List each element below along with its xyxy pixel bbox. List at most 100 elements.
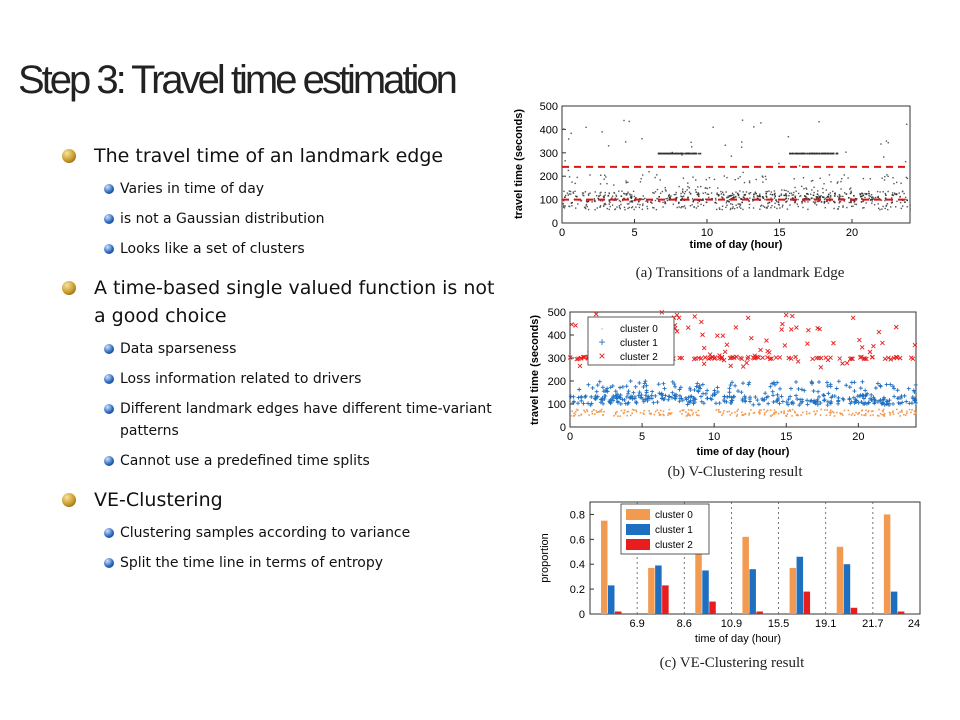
scatter-point <box>574 190 576 193</box>
scatter-point <box>568 190 571 192</box>
scatter-point <box>785 193 787 195</box>
scatter-point <box>834 201 836 204</box>
scatter-point <box>751 402 756 407</box>
scatter-point <box>881 208 883 210</box>
scatter-point <box>682 409 685 412</box>
scatter-point <box>760 205 762 207</box>
scatter-point <box>704 198 707 200</box>
scatter-point <box>805 341 810 347</box>
scatter-point <box>760 122 762 124</box>
scatter-point <box>825 384 830 389</box>
scatter-point <box>753 193 755 196</box>
scatter-point <box>661 152 664 155</box>
scatter-point <box>678 185 680 188</box>
scatter-point <box>593 311 599 317</box>
scatter-point <box>777 401 782 406</box>
y-tick-label: 0 <box>560 422 566 434</box>
scatter-point <box>776 200 778 203</box>
scatter-point <box>628 203 630 205</box>
scatter-point <box>783 410 785 412</box>
scatter-point <box>696 414 698 416</box>
scatter-point <box>608 203 610 205</box>
scatter-point <box>741 201 743 204</box>
scatter-point <box>592 396 597 401</box>
scatter-point <box>564 196 566 199</box>
scatter-point <box>626 411 629 413</box>
scatter-point <box>583 409 585 412</box>
scatter-point <box>583 195 585 197</box>
scatter-point <box>809 380 814 385</box>
scatter-point <box>767 202 769 205</box>
scatter-point <box>890 197 893 199</box>
scatter-point <box>773 413 776 415</box>
scatter-point <box>872 400 877 405</box>
scatter-point <box>675 152 677 155</box>
bullet-text: A time-based single valued function is n… <box>94 277 495 327</box>
scatter-point <box>634 399 639 404</box>
scatter-point <box>795 397 800 402</box>
scatter-point <box>712 392 717 397</box>
scatter-point <box>905 198 907 201</box>
scatter-point <box>887 142 889 144</box>
scatter-point <box>620 384 625 389</box>
scatter-point <box>597 379 602 384</box>
scatter-point <box>815 325 820 331</box>
scatter-point <box>840 361 845 366</box>
scatter-point <box>731 203 734 206</box>
scatter-point <box>705 396 710 401</box>
scatter-point <box>860 392 865 397</box>
scatter-point <box>837 208 839 210</box>
legend-label: cluster 0 <box>655 510 693 521</box>
scatter-point <box>639 411 642 414</box>
scatter-point <box>864 196 866 199</box>
scatter-point <box>782 343 788 348</box>
scatter-point <box>575 408 578 411</box>
scatter-point <box>862 207 864 209</box>
scatter-point <box>893 182 895 185</box>
scatter-point <box>849 188 851 190</box>
scatter-point <box>904 196 907 199</box>
scatter-point <box>651 202 653 204</box>
scatter-point <box>817 380 822 385</box>
scatter-point <box>825 380 830 385</box>
scatter-point <box>843 409 846 412</box>
scatter-point <box>767 205 769 207</box>
scatter-point <box>599 205 602 207</box>
scatter-point <box>700 332 705 338</box>
scatter-point <box>600 410 603 413</box>
scatter-point <box>780 399 785 404</box>
scatter-point <box>753 126 755 128</box>
scatter-point <box>605 203 607 206</box>
scatter-point <box>586 205 588 208</box>
scatter-point <box>799 387 804 392</box>
scatter-point <box>706 356 712 361</box>
scatter-point <box>796 203 798 205</box>
scatter-point <box>609 201 611 204</box>
scatter-point <box>696 389 701 394</box>
scatter-point <box>727 196 730 199</box>
scatter-point <box>633 208 635 211</box>
scatter-point <box>615 195 618 198</box>
scatter-point <box>834 386 839 391</box>
scatter-point <box>599 192 601 194</box>
scatter-point <box>662 201 664 204</box>
scatter-point <box>900 400 905 405</box>
scatter-point <box>906 410 908 413</box>
scatter-point <box>911 408 913 411</box>
scatter-point <box>649 393 654 398</box>
scatter-point <box>805 398 810 403</box>
scatter-point <box>604 191 607 194</box>
scatter-point <box>562 206 565 208</box>
scatter-point <box>859 354 864 360</box>
scatter-point <box>704 191 707 194</box>
scatter-point <box>707 193 710 195</box>
scatter-point <box>725 202 728 204</box>
scatter-point <box>613 389 618 394</box>
scatter-point <box>721 398 726 403</box>
scatter-point <box>765 192 767 195</box>
scatter-point <box>831 152 834 155</box>
scatter-point <box>625 180 627 182</box>
scatter-point <box>739 204 741 206</box>
scatter-point <box>726 176 728 179</box>
scatter-point <box>775 199 777 201</box>
